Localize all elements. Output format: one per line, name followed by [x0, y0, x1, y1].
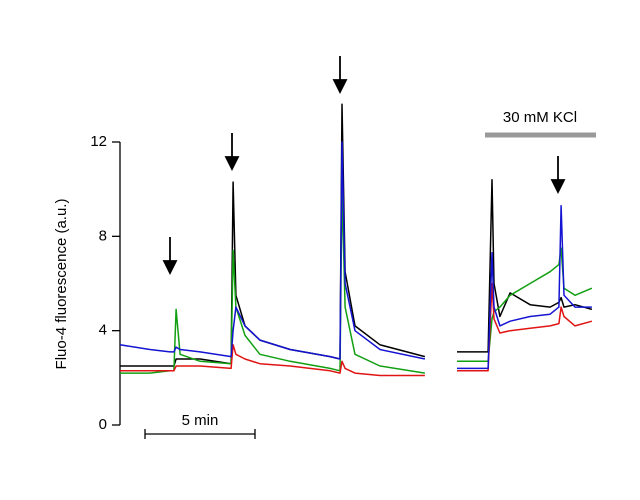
trace: [120, 188, 593, 374]
y-tick-label: 4: [99, 322, 107, 339]
scale-bar: [144, 429, 256, 439]
y-axis-label: Fluo-4 fluorescence (a.u.): [53, 199, 70, 370]
trace: [120, 103, 593, 367]
trace: [119, 141, 592, 370]
y-tick-label: 0: [99, 416, 107, 433]
y-tick-label: 12: [90, 133, 107, 150]
arrows: [162, 56, 566, 276]
scale-bar-label: 5 min: [182, 412, 219, 429]
trace: [120, 282, 593, 377]
y-tick-label: 8: [99, 227, 107, 244]
kcl-label: 30 mM KCl: [503, 109, 577, 126]
